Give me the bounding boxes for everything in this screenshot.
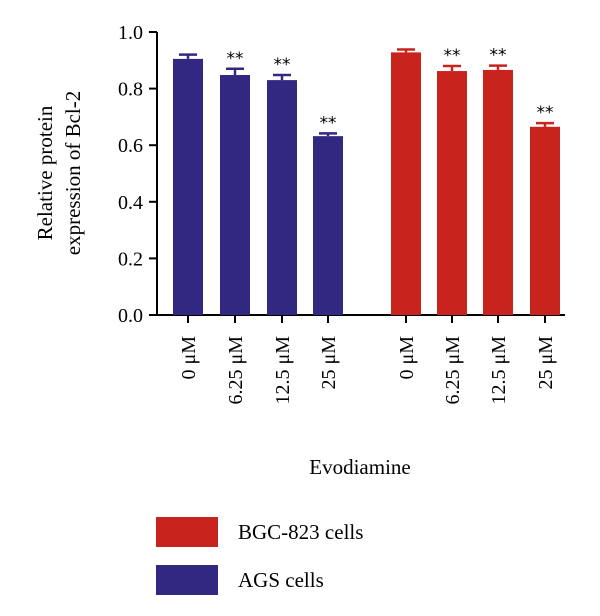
y-tick-label-4: 0.8 <box>118 79 143 101</box>
bar-1-1 <box>437 71 467 315</box>
significance-label-0-3: ** <box>320 113 337 133</box>
bars <box>173 48 560 316</box>
x-tick-label-1-1: 6.25 μM <box>442 336 464 405</box>
y-tick-label-0: 0.0 <box>118 305 143 327</box>
x-tick-label-0-3: 25 μM <box>318 336 340 390</box>
bar-0-0 <box>173 58 203 315</box>
legend-swatch-0 <box>156 517 218 547</box>
bar-0-2 <box>267 80 297 315</box>
significance-label-1-1: ** <box>444 46 461 66</box>
x-tick-label-1-0: 0 μM <box>396 336 418 380</box>
legend-label-0: BGC-823 cells <box>238 520 363 544</box>
significance-label-0-1: ** <box>227 49 244 69</box>
y-tick-label-3: 0.6 <box>118 135 143 157</box>
bar-0-1 <box>220 75 250 316</box>
legend-label-1: AGS cells <box>238 568 324 592</box>
y-tick-label-1: 0.2 <box>118 248 143 270</box>
significance-label-1-2: ** <box>490 46 507 66</box>
x-tick-label-1-3: 25 μM <box>535 336 557 390</box>
bar-1-2 <box>483 69 513 315</box>
x-tick-label-0-0: 0 μM <box>178 336 200 380</box>
legend: BGC-823 cells AGS cells <box>156 517 363 595</box>
x-tick-label-0-1: 6.25 μM <box>225 336 247 405</box>
significance-label-0-2: ** <box>274 55 291 75</box>
legend-swatch-1 <box>156 565 218 595</box>
y-tick-label-5: 1.0 <box>118 22 143 44</box>
y-axis: 0.0 0.2 0.4 0.6 0.8 1.0 <box>118 22 158 327</box>
bar-1-0 <box>391 52 421 315</box>
x-tick-label-1-2: 12.5 μM <box>488 336 510 405</box>
x-axis-title: Evodiamine <box>309 455 410 479</box>
bar-1-3 <box>530 126 560 316</box>
bar-0-3 <box>313 136 343 315</box>
x-tick-label-0-2: 12.5 μM <box>272 336 294 405</box>
y-axis-title-line-2: expression of Bcl-2 <box>61 91 85 255</box>
significance-label-1-3: ** <box>537 103 554 123</box>
labels: 0 μM ** 6.25 μM ** 12.5 μM ** 25 μM 0 μM ** 6.25 … <box>178 46 557 405</box>
y-tick-label-2: 0.4 <box>118 192 143 214</box>
y-axis-title-line-1: Relative protein <box>33 105 57 240</box>
x-axis <box>157 314 565 323</box>
